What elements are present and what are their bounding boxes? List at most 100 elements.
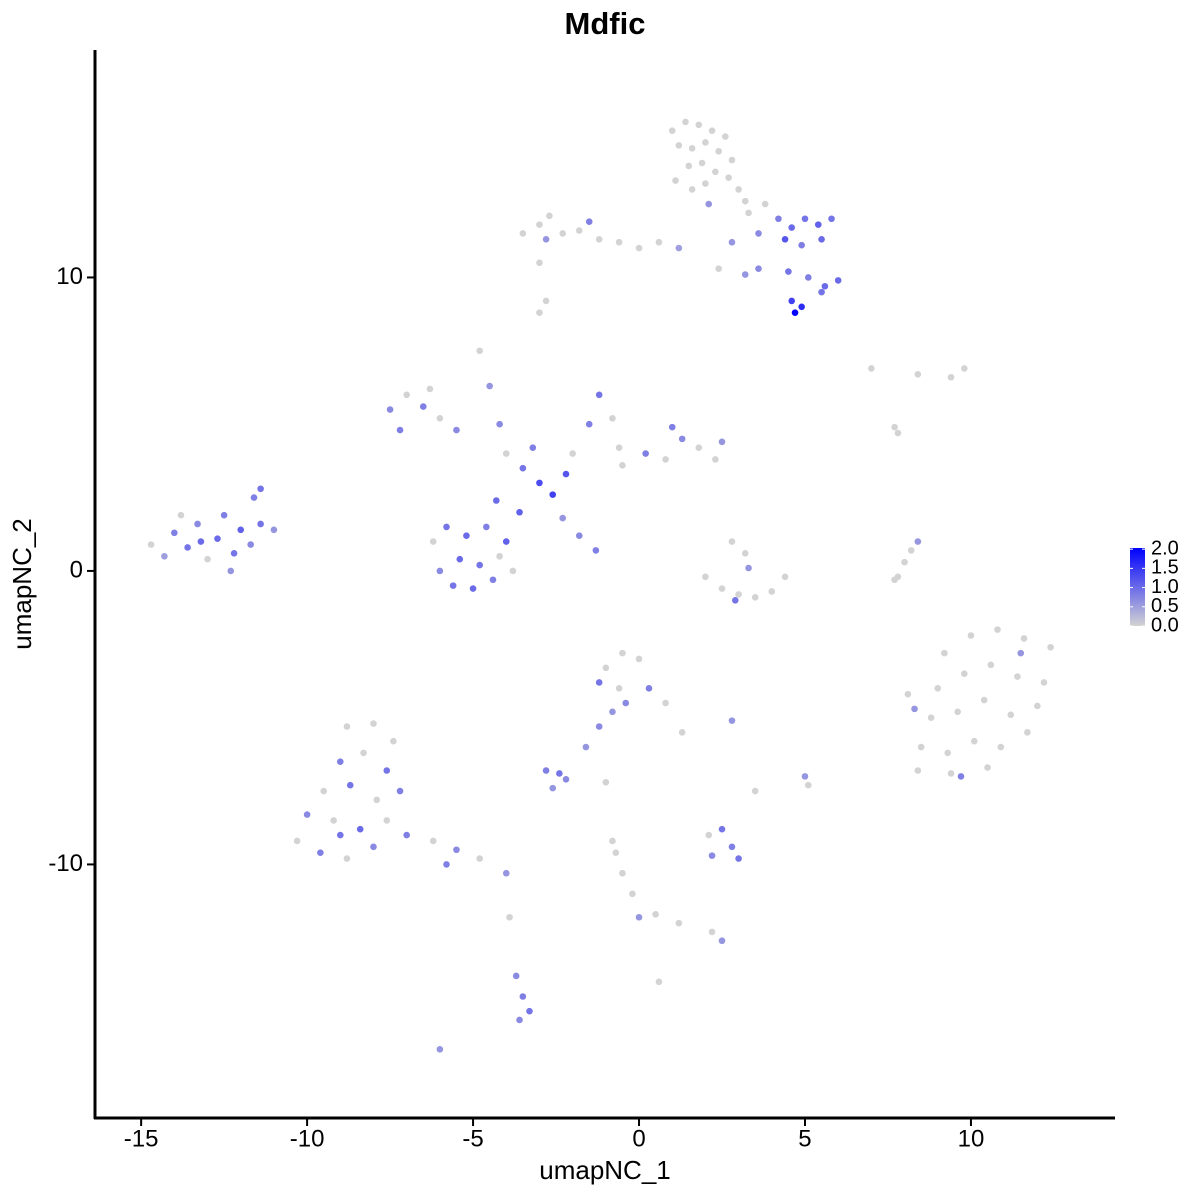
- point: [695, 121, 703, 129]
- y-axis-label: umapNC_2: [7, 518, 37, 650]
- point: [944, 749, 952, 757]
- point: [741, 271, 749, 278]
- point: [595, 391, 603, 399]
- point: [436, 415, 444, 422]
- point: [741, 550, 749, 557]
- point: [356, 825, 364, 833]
- point: [516, 508, 523, 516]
- point: [536, 309, 543, 316]
- point: [529, 444, 537, 451]
- point: [911, 705, 918, 713]
- y-tick-label: 10: [56, 263, 83, 290]
- point: [751, 787, 759, 795]
- point: [997, 743, 1005, 751]
- point: [330, 817, 337, 824]
- point: [615, 685, 623, 692]
- colorbar-tick-label: 1.0: [1151, 576, 1179, 598]
- point: [702, 573, 709, 581]
- point: [655, 238, 663, 246]
- point: [768, 588, 776, 595]
- point: [708, 928, 716, 936]
- point: [629, 890, 636, 898]
- point: [519, 230, 527, 237]
- point: [184, 544, 191, 551]
- point: [346, 781, 354, 789]
- point: [343, 855, 351, 862]
- point: [678, 435, 686, 443]
- point: [1020, 635, 1028, 642]
- point: [695, 444, 703, 451]
- point: [967, 632, 975, 639]
- point: [891, 576, 898, 584]
- x-tick-label: -15: [124, 1125, 159, 1152]
- point: [476, 855, 483, 862]
- point: [1017, 649, 1025, 657]
- point: [556, 770, 563, 777]
- point: [642, 450, 649, 457]
- point: [725, 174, 732, 181]
- point: [429, 837, 437, 845]
- point: [456, 555, 464, 563]
- point: [715, 265, 722, 272]
- x-axis-label: umapNC_1: [539, 1155, 671, 1185]
- y-tick-label: -10: [48, 850, 83, 877]
- colorbar-tick-label: 2.0: [1151, 537, 1179, 559]
- point: [509, 567, 517, 575]
- x-tick-label: 10: [958, 1125, 985, 1152]
- point: [171, 529, 178, 537]
- point: [582, 743, 590, 751]
- point: [828, 215, 835, 223]
- point: [868, 365, 875, 372]
- point: [791, 309, 799, 316]
- point: [619, 461, 626, 469]
- point: [994, 626, 1001, 633]
- point: [542, 767, 550, 774]
- point: [1024, 729, 1031, 736]
- point: [270, 526, 278, 534]
- point: [755, 230, 762, 237]
- point: [834, 277, 842, 284]
- point: [595, 679, 603, 686]
- point: [453, 426, 460, 434]
- point: [609, 708, 616, 716]
- point: [519, 993, 527, 1000]
- point: [492, 497, 500, 504]
- point: [751, 594, 759, 601]
- point: [761, 200, 769, 208]
- point: [549, 784, 557, 792]
- point: [668, 127, 676, 135]
- point: [336, 758, 344, 766]
- point: [204, 555, 211, 563]
- point: [1034, 702, 1041, 710]
- point: [715, 147, 722, 155]
- point: [336, 831, 344, 839]
- point: [798, 303, 805, 311]
- point: [954, 708, 961, 716]
- point: [635, 655, 643, 663]
- point: [622, 699, 630, 707]
- point: [386, 406, 394, 413]
- point: [559, 514, 566, 522]
- point: [635, 913, 643, 921]
- point: [542, 235, 550, 243]
- point: [705, 200, 713, 208]
- point: [463, 532, 470, 540]
- point: [987, 661, 995, 669]
- point: [619, 869, 626, 877]
- point: [708, 127, 716, 135]
- point: [678, 729, 686, 736]
- point: [728, 238, 736, 246]
- point: [907, 547, 915, 554]
- point: [257, 520, 264, 528]
- point: [728, 843, 736, 851]
- point: [708, 852, 716, 859]
- point: [1007, 711, 1015, 719]
- point: [320, 787, 327, 795]
- point: [645, 685, 653, 692]
- point: [947, 373, 955, 381]
- point: [755, 265, 762, 272]
- point: [718, 825, 726, 833]
- point: [536, 221, 543, 228]
- point: [197, 538, 205, 545]
